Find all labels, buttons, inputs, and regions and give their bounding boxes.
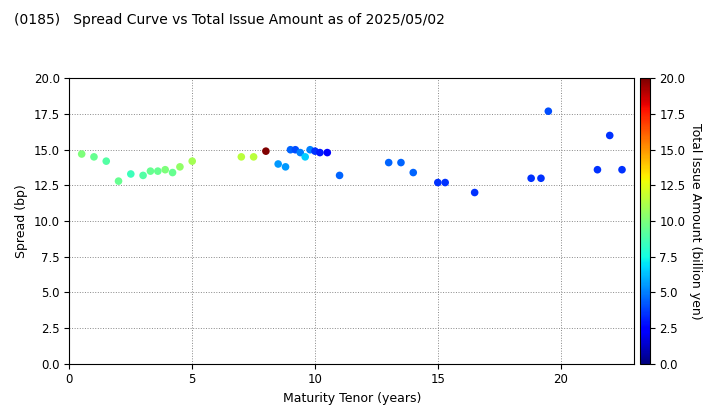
Point [101, 158, 112, 165]
Point [395, 159, 407, 166]
Point [280, 163, 292, 170]
Point [305, 147, 316, 153]
Point [167, 169, 179, 176]
Text: (0185)   Spread Curve vs Total Issue Amount as of 2025/05/02: (0185) Spread Curve vs Total Issue Amoun… [14, 13, 445, 26]
Point [152, 168, 163, 174]
Point [432, 179, 444, 186]
Point [89, 153, 100, 160]
Point [314, 149, 325, 156]
Point [138, 172, 149, 179]
X-axis label: Maturity Tenor (years): Maturity Tenor (years) [283, 392, 421, 405]
Point [76, 151, 87, 158]
Y-axis label: Spread (bp): Spread (bp) [15, 184, 28, 258]
Point [300, 153, 311, 160]
Point [383, 159, 395, 166]
Point [289, 147, 301, 153]
Point [604, 132, 616, 139]
Point [535, 175, 546, 181]
Point [145, 168, 156, 174]
Point [592, 166, 603, 173]
Point [310, 148, 321, 155]
Y-axis label: Total Issue Amount (billion yen): Total Issue Amount (billion yen) [689, 123, 702, 319]
Point [235, 153, 247, 160]
Point [469, 189, 480, 196]
Point [526, 175, 537, 181]
Point [543, 108, 554, 115]
Point [159, 166, 171, 173]
Point [334, 172, 346, 179]
Point [322, 149, 333, 156]
Point [260, 148, 271, 155]
Point [284, 147, 296, 153]
Point [616, 166, 628, 173]
Point [439, 179, 451, 186]
Point [186, 158, 198, 165]
Point [408, 169, 419, 176]
Point [294, 149, 306, 156]
Point [125, 171, 137, 177]
Point [248, 153, 259, 160]
Point [113, 178, 125, 184]
Point [174, 163, 186, 170]
Point [272, 160, 284, 167]
